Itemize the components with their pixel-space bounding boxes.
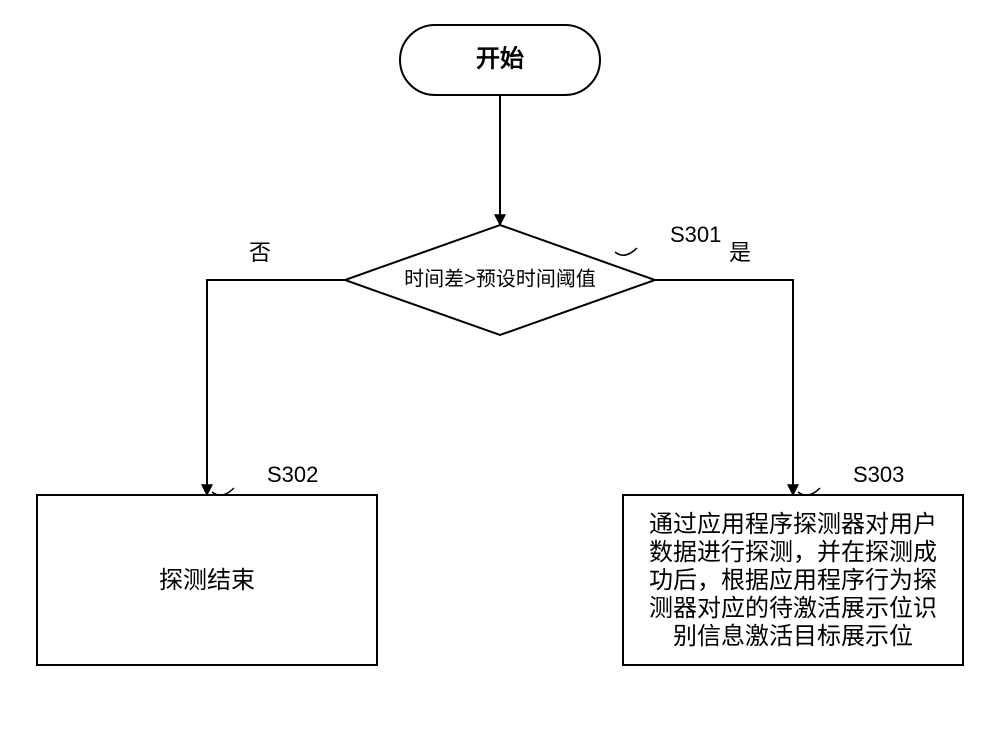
node-label: 开始 (476, 45, 524, 72)
step-tag: S303 (853, 462, 904, 487)
node-start: 开始 (400, 25, 600, 95)
node-label: 探测结束 (159, 567, 255, 594)
edge (655, 280, 793, 495)
node-label: 时间差>预设时间阈值 (404, 267, 596, 290)
step-tag: S302 (267, 462, 318, 487)
tag-leader (615, 248, 637, 255)
step-tag: S301 (670, 222, 721, 247)
edge-label: 是 (729, 240, 751, 265)
node-label: 通过应用程序探测器对用户数据进行探测，并在探测成功后，根据应用程序行为探测器对应… (649, 511, 937, 650)
edge-label: 否 (249, 240, 271, 265)
node-decision: 时间差>预设时间阈值 S301 (345, 222, 721, 335)
